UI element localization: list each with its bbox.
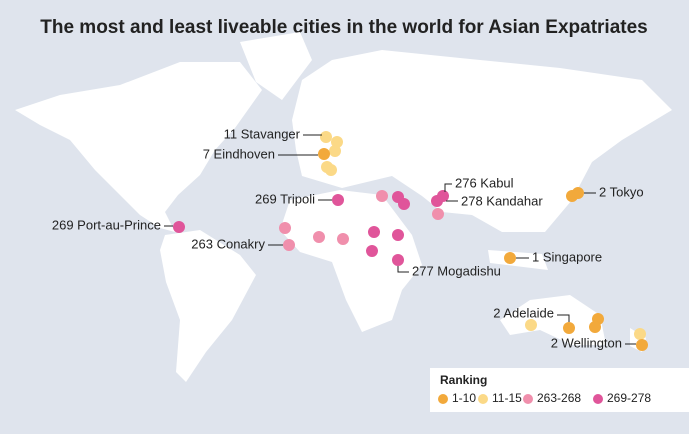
city-label: 269 Tripoli [255, 191, 315, 206]
city-label: 2 Wellington [551, 335, 622, 350]
legend-label: 1-10 [452, 391, 476, 405]
city-label: 7 Eindhoven [203, 146, 275, 161]
city-label: 276 Kabul [455, 175, 514, 190]
city-label: 2 Adelaide [493, 305, 554, 320]
city-label: 277 Mogadishu [412, 263, 501, 278]
city-label: 1 Singapore [532, 249, 602, 264]
legend-swatch [523, 394, 533, 404]
legend-title: Ranking [440, 373, 487, 387]
city-label: 11 Stavanger [224, 126, 301, 141]
land [15, 32, 672, 382]
city-label: 269 Port-au-Prince [52, 217, 161, 232]
legend: Ranking 1-10 11-15 263-268 269-278 [430, 368, 689, 412]
legend-swatch [593, 394, 603, 404]
city-dots [173, 131, 648, 351]
legend-label: 263-268 [537, 391, 581, 405]
legend-box [430, 368, 689, 412]
legend-swatch [478, 394, 488, 404]
leader-lines [164, 134, 636, 345]
city-label: 263 Conakry [191, 236, 265, 251]
city-label: 278 Kandahar [461, 193, 543, 208]
title: The most and least liveable cities in th… [40, 17, 647, 38]
legend-label: 11-15 [492, 391, 522, 405]
legend-label: 269-278 [607, 391, 651, 405]
legend-swatch [438, 394, 448, 404]
city-labels: 11 Stavanger 7 Eindhoven 269 Tripoli 276… [52, 126, 644, 350]
city-label: 2 Tokyo [599, 184, 644, 199]
